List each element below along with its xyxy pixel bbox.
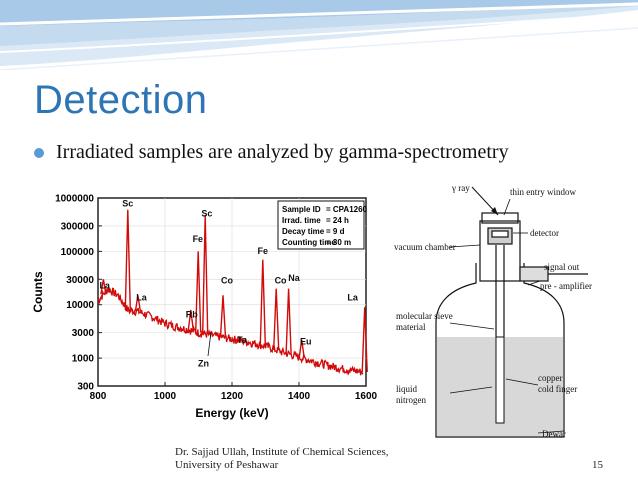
spectrum-baseline-series <box>97 287 364 376</box>
peak-label-rb-3: Rb <box>186 309 198 319</box>
y-tick-label-4: 30000 <box>66 275 94 286</box>
peak-rb-3 <box>187 309 194 331</box>
peak-label-fe-4: Fe <box>193 234 204 244</box>
vacuum-chamber-label: vacuum chamber <box>394 242 456 252</box>
peak-label-fe-9: Fe <box>258 246 269 256</box>
peak-la-0 <box>100 279 107 295</box>
molecular-sieve-label: molecular sieve <box>396 311 453 321</box>
peak-sc-1 <box>124 209 131 310</box>
peak-fe-4 <box>195 251 202 333</box>
footer-line-1: Dr. Sajjad Ullah, Institute of Chemical … <box>175 446 389 458</box>
bullet-text: Irradiated samples are analyzed by gamma… <box>56 141 509 163</box>
x-tick-label-3: 1400 <box>288 391 311 402</box>
info-key-0: Sample ID <box>282 205 321 214</box>
peak-la-13 <box>361 307 368 373</box>
y-tick-label-7: 1000000 <box>55 194 94 205</box>
peak-label-la-13: La <box>347 293 358 303</box>
x-axis-label: Energy (keV) <box>195 406 268 420</box>
bullet-item: Irradiated samples are analyzed by gamma… <box>34 141 509 164</box>
peak-sc-5 <box>202 214 209 335</box>
info-value-1: = 24 h <box>326 216 349 225</box>
peak-label-sc-1: Sc <box>122 198 133 208</box>
peak-la-2 <box>134 295 142 312</box>
x-tick-label-4: 1600 <box>355 391 378 402</box>
peak-label-co-10: Co <box>275 275 287 285</box>
dewar-label: Dewar <box>542 429 566 439</box>
pre-amplifier-label: pre - amplifier <box>540 281 592 291</box>
gamma-ray-label: γ ray <box>451 183 470 193</box>
peak-label-ta-8: Ta <box>237 335 248 345</box>
x-tick-label-0: 800 <box>90 391 107 402</box>
peak-ta-8 <box>235 335 243 341</box>
germanium-detector-diagram: γ ray thin entry window detector vacuum … <box>394 183 592 439</box>
peak-label-co-7: Co <box>221 275 233 285</box>
thin-entry-window-label: thin entry window <box>510 187 576 197</box>
y-tick-label-0: 300 <box>77 382 94 393</box>
gamma-spectrum-chart: 300 1000 3000 10000 30000 100000 300000 1000000… <box>31 194 378 421</box>
liquid-nitrogen-label-2: nitrogen <box>396 395 426 405</box>
zn-pointer-line <box>207 331 212 357</box>
peak-na-11 <box>285 288 292 354</box>
header-wave-decoration <box>0 0 638 70</box>
info-value-2: = 9 d <box>326 227 345 236</box>
peak-co-10 <box>273 288 280 350</box>
peak-label-na-11: Na <box>288 273 300 283</box>
peak-label-sc-5: Sc <box>201 209 212 219</box>
info-key-1: Irrad. time <box>282 216 321 225</box>
molecular-sieve-label-2: material <box>396 322 426 332</box>
peak-label-zn-6: Zn <box>198 358 209 368</box>
y-tick-label-3: 10000 <box>66 300 94 311</box>
info-value-0: = CPA1260 <box>326 205 368 214</box>
footer-line-2: University of Peshawar <box>175 459 279 471</box>
y-tick-label-2: 3000 <box>72 328 95 339</box>
footer-credit: Dr. Sajjad Ullah, Institute of Chemical … <box>175 446 389 472</box>
bullet-icon <box>34 147 44 158</box>
slide-title: Detection <box>34 78 208 122</box>
info-key-2: Decay time <box>282 227 325 236</box>
peak-label-eu-12: Eu <box>300 336 312 346</box>
peak-zn-6 <box>200 331 207 335</box>
peak-eu-12 <box>298 339 305 358</box>
y-tick-label-1: 1000 <box>72 354 95 365</box>
peak-fe-9 <box>259 259 266 346</box>
x-tick-label-1: 1000 <box>154 391 177 402</box>
peak-co-7 <box>219 295 227 338</box>
page-number: 15 <box>592 459 603 471</box>
y-tick-label-5: 100000 <box>61 247 95 258</box>
peak-label-la-0: La <box>99 281 110 291</box>
dewar-vessel <box>435 263 565 438</box>
sample-info-box: Sample ID = CPA1260 Irrad. time = 24 hDecay… <box>277 200 368 250</box>
vacuum-chamber <box>479 220 521 282</box>
y-tick-label-6: 300000 <box>61 221 95 232</box>
copper-label: copper <box>538 373 563 383</box>
x-tick-label-2: 1200 <box>221 391 244 402</box>
detector-label: detector <box>530 228 559 238</box>
peak-label-la-2: La <box>136 293 147 303</box>
y-axis-label: Counts <box>31 271 45 313</box>
signal-out-label: signal out <box>544 262 580 272</box>
info-value-3: = 30 m <box>326 238 351 247</box>
info-key-3: Counting time <box>282 238 336 247</box>
liquid-nitrogen-label: liquid <box>396 384 418 394</box>
cold-finger-label: cold finger <box>538 384 577 394</box>
